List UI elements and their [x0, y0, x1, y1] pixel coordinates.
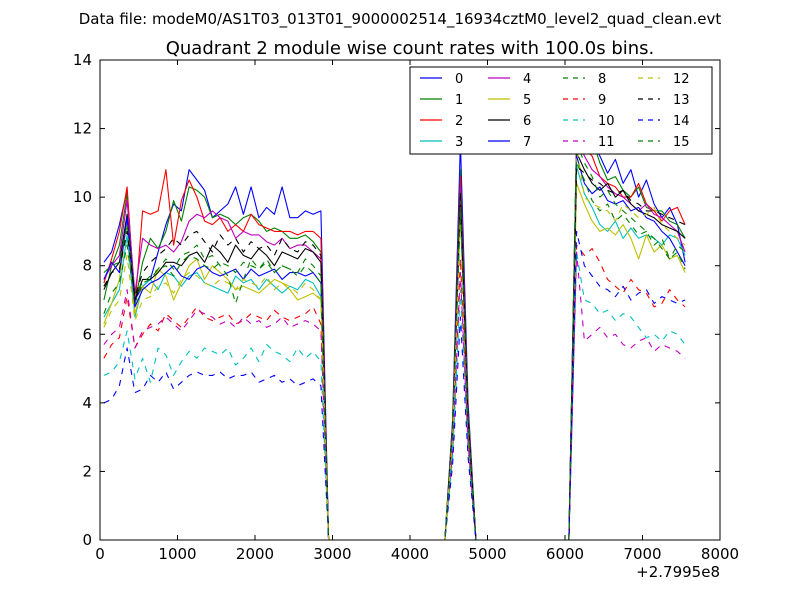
y-tick-label: 8 [82, 257, 92, 275]
series-line-7 [103, 155, 686, 540]
legend-label-6: 6 [523, 114, 531, 129]
legend-label-11: 11 [598, 135, 615, 150]
series-line-14 [103, 230, 686, 540]
legend-label-10: 10 [598, 114, 615, 129]
legend-label-5: 5 [523, 93, 531, 108]
x-tick-label: 6000 [546, 545, 584, 563]
legend-label-0: 0 [455, 72, 463, 87]
y-tick-label: 10 [73, 188, 92, 206]
y-tick-label: 14 [73, 51, 92, 69]
y-tick-label: 6 [82, 325, 92, 343]
legend-label-15: 15 [673, 135, 690, 150]
legend-label-8: 8 [598, 72, 606, 87]
series-line-10 [103, 251, 686, 540]
series-line-12 [103, 145, 686, 540]
x-offset-label: +2.7995e8 [636, 563, 720, 581]
series-line-6 [103, 152, 686, 540]
suptitle: Data file: modeM0/AS1T03_013T01_90000025… [79, 10, 722, 29]
plot-area: 0 1000 2000 3000 4000 5000 6000 7000 8000 0 2 4 6 8 1… [73, 51, 739, 581]
chart-title: Quadrant 2 module wise count rates with … [166, 38, 655, 59]
series-line-15 [103, 141, 686, 540]
series-line-4 [103, 138, 686, 540]
x-tick-label: 2000 [236, 545, 274, 563]
x-tick-label: 0 [95, 545, 105, 563]
legend-label-14: 14 [673, 114, 690, 129]
y-tick-label: 2 [82, 462, 92, 480]
legend-label-1: 1 [455, 93, 463, 108]
legend-label-12: 12 [673, 72, 690, 87]
legend-label-3: 3 [455, 135, 463, 150]
series-line-11 [103, 251, 686, 540]
x-tick-label: 7000 [623, 545, 661, 563]
x-axis: 0 1000 2000 3000 4000 5000 6000 7000 8000 [95, 60, 739, 563]
x-tick-label: 8000 [701, 545, 739, 563]
series-line-5 [103, 182, 686, 540]
legend-label-9: 9 [598, 93, 606, 108]
y-tick-label: 4 [82, 394, 92, 412]
series-line-13 [103, 165, 686, 540]
series-line-8 [103, 162, 686, 540]
series-line-2 [103, 141, 686, 540]
legend-frame [409, 66, 713, 155]
series-line-1 [103, 124, 686, 540]
x-tick-label: 1000 [158, 545, 196, 563]
legend-label-4: 4 [523, 72, 531, 87]
series-layer [103, 121, 686, 540]
legend-label-2: 2 [455, 114, 463, 129]
x-tick-label: 3000 [313, 545, 351, 563]
x-tick-label: 5000 [468, 545, 506, 563]
y-tick-label: 0 [82, 531, 92, 549]
series-line-9 [103, 244, 686, 540]
legend-label-13: 13 [673, 93, 690, 108]
series-line-3 [103, 165, 686, 540]
x-tick-label: 4000 [391, 545, 429, 563]
legend-label-7: 7 [523, 135, 531, 150]
y-tick-label: 12 [73, 120, 92, 138]
